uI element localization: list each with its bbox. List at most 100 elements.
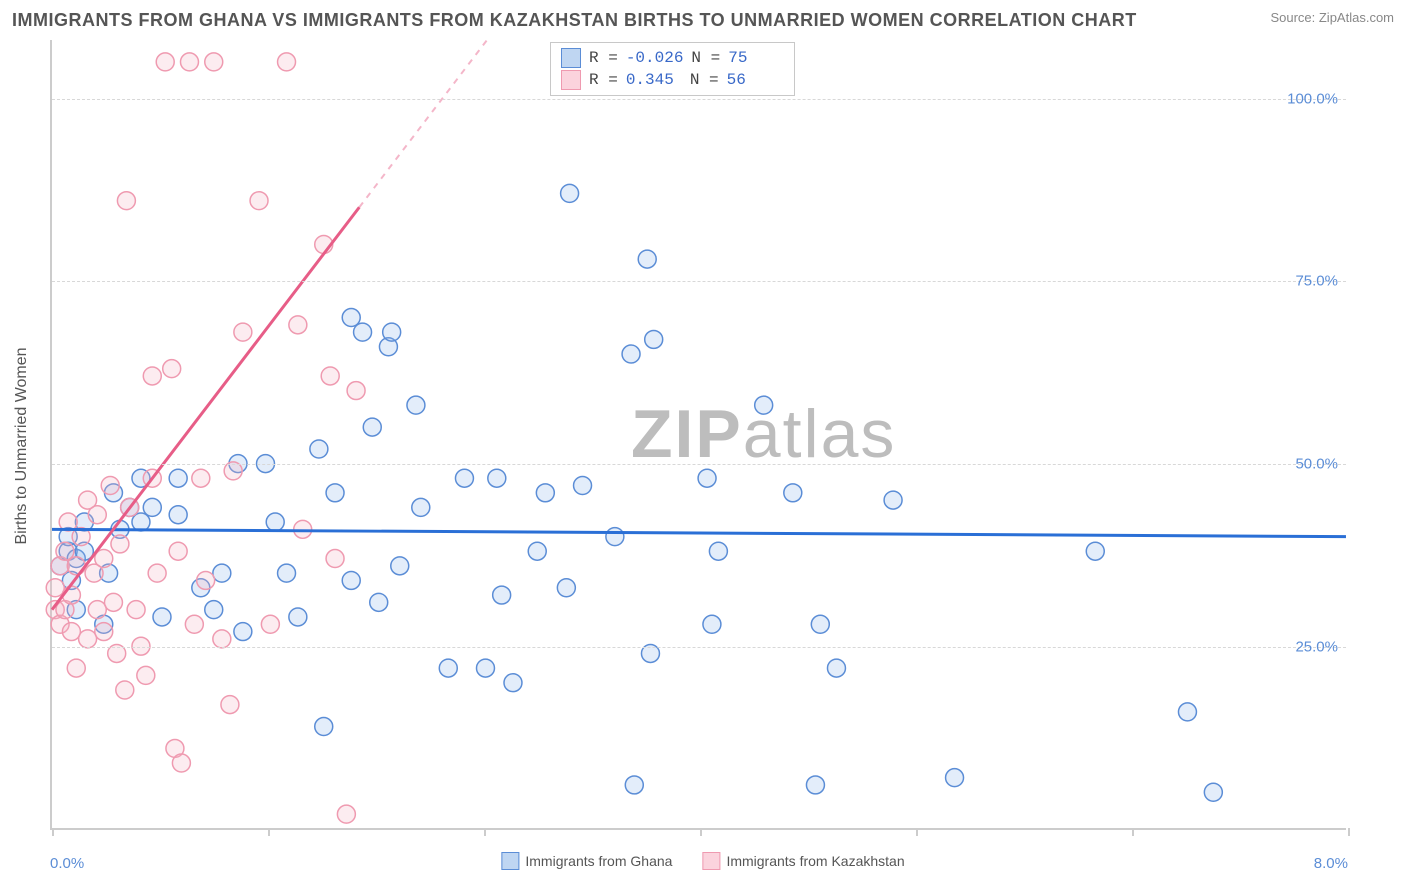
- data-point: [504, 674, 522, 692]
- data-point: [88, 506, 106, 524]
- x-axis-max-label: 8.0%: [1314, 855, 1348, 872]
- stats-r-blue: -0.026: [626, 47, 684, 69]
- x-tick: [700, 828, 702, 836]
- data-point: [439, 659, 457, 677]
- stats-n-label2: N =: [690, 69, 719, 91]
- data-point: [326, 550, 344, 568]
- y-tick-label: 50.0%: [1295, 456, 1338, 473]
- data-point: [127, 601, 145, 619]
- trend-line: [52, 529, 1346, 536]
- stats-r-pink: 0.345: [626, 69, 682, 91]
- data-point: [261, 615, 279, 633]
- data-point: [370, 593, 388, 611]
- data-point: [488, 469, 506, 487]
- data-point: [811, 615, 829, 633]
- data-point: [205, 601, 223, 619]
- stats-n-pink: 56: [727, 69, 783, 91]
- legend-label-kazakhstan: Immigrants from Kazakhstan: [726, 853, 904, 869]
- data-point: [1204, 783, 1222, 801]
- header: IMMIGRANTS FROM GHANA VS IMMIGRANTS FROM…: [12, 10, 1394, 31]
- data-point: [169, 542, 187, 560]
- chart-container: IMMIGRANTS FROM GHANA VS IMMIGRANTS FROM…: [0, 0, 1406, 892]
- data-point: [625, 776, 643, 794]
- data-point: [645, 330, 663, 348]
- stats-swatch-pink: [561, 70, 581, 90]
- data-point: [528, 542, 546, 560]
- x-tick: [1348, 828, 1350, 836]
- data-point: [234, 323, 252, 341]
- data-point: [117, 192, 135, 210]
- data-point: [250, 192, 268, 210]
- y-tick-label: 100.0%: [1287, 90, 1338, 107]
- data-point: [806, 776, 824, 794]
- data-point: [266, 513, 284, 531]
- data-point: [88, 601, 106, 619]
- data-point: [363, 418, 381, 436]
- data-point: [784, 484, 802, 502]
- data-point: [111, 535, 129, 553]
- stats-n-label: N =: [691, 47, 720, 69]
- data-point: [213, 564, 231, 582]
- data-point: [347, 382, 365, 400]
- data-point: [407, 396, 425, 414]
- data-point: [185, 615, 203, 633]
- x-tick: [916, 828, 918, 836]
- data-point: [101, 477, 119, 495]
- data-point: [493, 586, 511, 604]
- data-point: [137, 666, 155, 684]
- bottom-legend: Immigrants from Ghana Immigrants from Ka…: [501, 852, 904, 870]
- data-point: [1086, 542, 1104, 560]
- data-point: [148, 564, 166, 582]
- data-point: [104, 593, 122, 611]
- grid-line-h: [52, 464, 1346, 465]
- data-point: [638, 250, 656, 268]
- plot-area: ZIPatlas 25.0%50.0%75.0%100.0%: [50, 40, 1346, 830]
- data-point: [703, 615, 721, 633]
- stats-box: R = -0.026 N = 75 R = 0.345 N = 56: [550, 42, 795, 96]
- data-point: [67, 557, 85, 575]
- y-axis-title: Births to Unmarried Women: [13, 347, 31, 544]
- data-point: [163, 360, 181, 378]
- data-point: [180, 53, 198, 71]
- data-point: [315, 718, 333, 736]
- data-point: [153, 608, 171, 626]
- trend-line: [52, 207, 359, 609]
- data-point: [278, 564, 296, 582]
- data-point: [143, 498, 161, 516]
- data-point: [476, 659, 494, 677]
- plot-svg: [52, 40, 1346, 829]
- legend-item-ghana: Immigrants from Ghana: [501, 852, 672, 870]
- data-point: [289, 316, 307, 334]
- data-point: [205, 53, 223, 71]
- data-point: [79, 630, 97, 648]
- data-point: [169, 506, 187, 524]
- data-point: [1178, 703, 1196, 721]
- x-tick: [484, 828, 486, 836]
- data-point: [337, 805, 355, 823]
- legend-swatch-kazakhstan: [702, 852, 720, 870]
- data-point: [946, 769, 964, 787]
- x-tick: [268, 828, 270, 836]
- data-point: [557, 579, 575, 597]
- data-point: [197, 571, 215, 589]
- stats-swatch-blue: [561, 48, 581, 68]
- data-point: [709, 542, 727, 560]
- data-point: [278, 53, 296, 71]
- data-point: [62, 623, 80, 641]
- data-point: [172, 754, 190, 772]
- data-point: [221, 696, 239, 714]
- legend-item-kazakhstan: Immigrants from Kazakhstan: [702, 852, 904, 870]
- data-point: [827, 659, 845, 677]
- data-point: [67, 659, 85, 677]
- stats-r-label: R =: [589, 47, 618, 69]
- data-point: [574, 477, 592, 495]
- stats-n-blue: 75: [728, 47, 784, 69]
- data-point: [310, 440, 328, 458]
- trend-line-extension: [359, 40, 487, 207]
- x-tick: [1132, 828, 1134, 836]
- y-tick-label: 75.0%: [1295, 273, 1338, 290]
- data-point: [412, 498, 430, 516]
- data-point: [342, 571, 360, 589]
- chart-title: IMMIGRANTS FROM GHANA VS IMMIGRANTS FROM…: [12, 10, 1137, 31]
- y-tick-label: 25.0%: [1295, 639, 1338, 656]
